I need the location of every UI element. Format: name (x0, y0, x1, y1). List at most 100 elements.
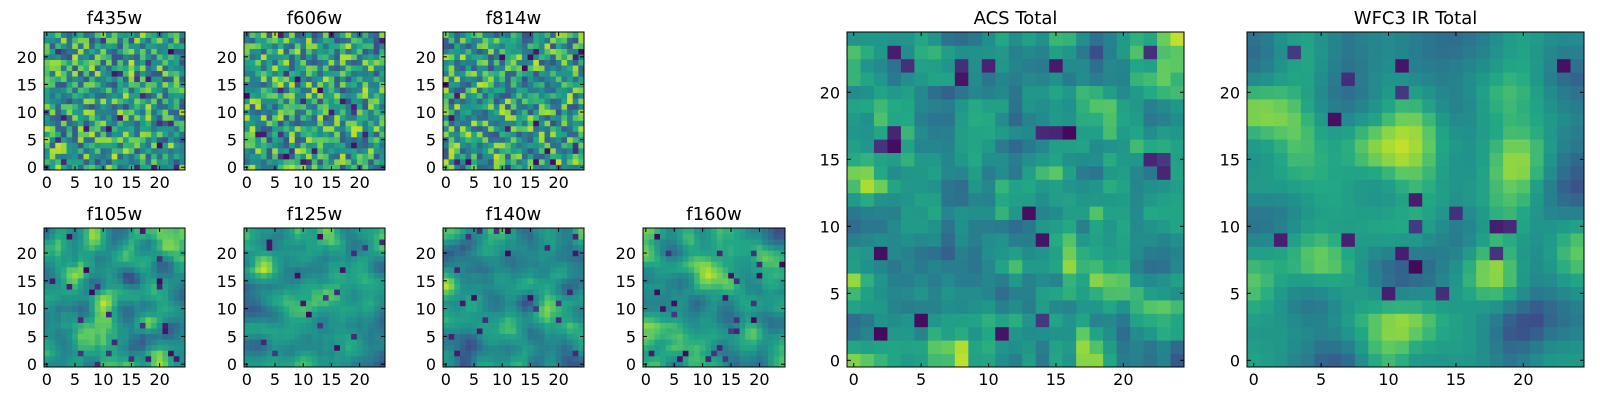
heatmap-cell (168, 48, 175, 55)
heatmap-cell (368, 70, 375, 77)
heatmap-cell (544, 153, 551, 160)
heatmap-cell (173, 54, 180, 60)
heatmap-cell (83, 305, 90, 312)
heatmap-cell (260, 300, 267, 307)
heatmap-cell (255, 278, 262, 284)
heatmap-cell (55, 70, 62, 77)
heatmap-cell (443, 98, 450, 105)
heatmap-cell (654, 333, 661, 340)
heatmap-cell (873, 259, 888, 274)
heatmap-cell (362, 136, 369, 143)
heatmap-cell (168, 294, 175, 301)
heatmap-cell (368, 278, 375, 284)
heatmap-cell (49, 131, 56, 138)
heatmap-cell (173, 355, 180, 362)
heatmap-cell (272, 65, 279, 72)
heatmap-cell (538, 294, 545, 301)
heatmap-cell (111, 114, 118, 121)
heatmap-cell (745, 244, 752, 251)
heatmap-cell (55, 322, 62, 329)
heatmap-cell (272, 261, 279, 268)
heatmap-cell (459, 355, 466, 362)
heatmap-cell (266, 311, 273, 318)
heatmap-cell (244, 339, 251, 346)
heatmap-cell (981, 273, 996, 287)
heatmap-cell (49, 261, 56, 268)
heatmap-cell (266, 147, 273, 154)
heatmap-cell (89, 283, 96, 290)
heatmap-cell (471, 109, 478, 116)
heatmap-cell (255, 300, 262, 307)
heatmap-cell (72, 54, 79, 60)
heatmap-cell (555, 255, 562, 262)
heatmap-cell (847, 300, 861, 314)
heatmap-cell (454, 136, 461, 143)
heatmap-cell (249, 76, 256, 83)
heatmap-cell (459, 305, 466, 312)
heatmap-cell (643, 266, 650, 273)
heatmap-cell (66, 266, 73, 273)
heatmap-cell (1062, 219, 1077, 234)
heatmap-cell (162, 266, 169, 273)
heatmap-cell (722, 355, 729, 362)
heatmap-cell (255, 244, 262, 251)
heatmap-cell (448, 65, 455, 72)
heatmap-cell (688, 228, 695, 234)
heatmap-cell (156, 81, 163, 88)
heatmap-cell (117, 92, 124, 99)
heatmap-cell (527, 266, 534, 273)
heatmap-cell (117, 300, 124, 307)
heatmap-cell (44, 158, 51, 165)
heatmap-cell (244, 300, 251, 307)
heatmap-cell (117, 114, 124, 121)
heatmap-cell (762, 333, 769, 340)
heatmap-cell (527, 272, 534, 279)
heatmap-cell (779, 355, 786, 362)
heatmap-cell (328, 54, 335, 60)
heatmap-cell (300, 114, 307, 121)
heatmap-cell (322, 114, 329, 121)
heatmap-cell (168, 81, 175, 88)
heatmap-cell (1116, 259, 1131, 274)
heatmap-cell (151, 164, 158, 171)
heatmap-cell (521, 136, 528, 143)
heatmap-cell (1022, 246, 1037, 261)
heatmap-cell (773, 344, 780, 351)
heatmap-cell (317, 311, 324, 318)
heatmap-cell (111, 158, 118, 165)
heatmap-cell (900, 233, 915, 247)
heatmap-cell (49, 328, 56, 335)
heatmap-cell (66, 250, 73, 257)
heatmap-cell (60, 322, 67, 329)
heatmap-cell (981, 166, 996, 180)
heatmap-cell (83, 109, 90, 116)
heatmap-cell (1130, 313, 1144, 328)
heatmap-cell (311, 32, 318, 38)
heatmap-cell (572, 255, 579, 262)
heatmap-cell (448, 339, 455, 346)
heatmap-cell (773, 272, 780, 279)
heatmap-cell (134, 266, 141, 273)
heatmap-cell (362, 158, 369, 165)
heatmap-cell (1157, 166, 1171, 180)
heatmap-cell (510, 233, 517, 240)
heatmap-cell (488, 98, 495, 105)
heatmap-cell (277, 228, 284, 234)
heatmap-cell (476, 164, 483, 171)
heatmap-cell (1022, 340, 1037, 354)
heatmap-cell (266, 103, 273, 110)
heatmap-cell (72, 311, 79, 318)
heatmap-cell (66, 87, 73, 94)
heatmap-cell (745, 328, 752, 335)
heatmap-cell (482, 70, 489, 77)
heatmap-cell (499, 261, 506, 268)
heatmap-cell (488, 255, 495, 262)
heatmap-cell (527, 120, 534, 127)
heatmap-cell (550, 136, 557, 143)
heatmap-cell (151, 37, 158, 44)
heatmap-cell (122, 289, 129, 296)
heatmap-cell (289, 244, 296, 251)
heatmap-cell (533, 120, 540, 127)
heatmap-cell (317, 316, 324, 323)
heatmap-cell (83, 228, 90, 234)
